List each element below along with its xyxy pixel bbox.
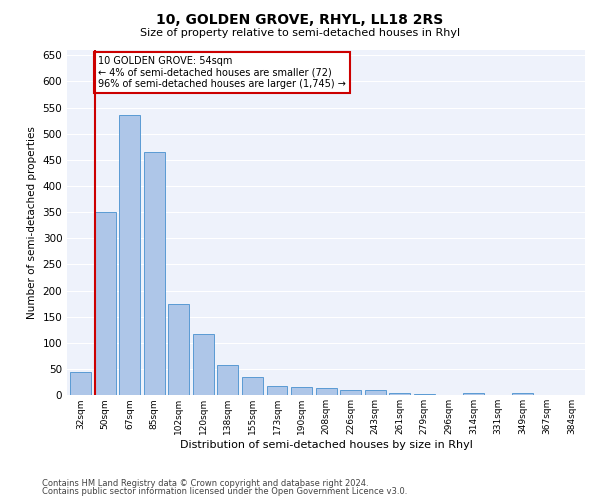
Bar (119, 116, 140, 396)
Bar (242, 377, 263, 396)
Bar (144, 152, 165, 396)
Bar (512, 392, 533, 396)
Bar (70, 372, 91, 396)
Bar (169, 304, 189, 396)
Bar (365, 390, 386, 396)
Bar (266, 386, 287, 396)
Y-axis label: Number of semi-detached properties: Number of semi-detached properties (27, 126, 37, 319)
Bar (340, 390, 361, 396)
Text: 10, GOLDEN GROVE, RHYL, LL18 2RS: 10, GOLDEN GROVE, RHYL, LL18 2RS (157, 12, 443, 26)
Text: Contains public sector information licensed under the Open Government Licence v3: Contains public sector information licen… (42, 487, 407, 496)
Bar (193, 334, 214, 396)
Bar (291, 388, 312, 396)
Bar (463, 392, 484, 396)
Bar (95, 212, 116, 396)
Bar (316, 388, 337, 396)
Text: Size of property relative to semi-detached houses in Rhyl: Size of property relative to semi-detach… (140, 28, 460, 38)
Text: 10 GOLDEN GROVE: 54sqm
← 4% of semi-detached houses are smaller (72)
96% of semi: 10 GOLDEN GROVE: 54sqm ← 4% of semi-deta… (98, 56, 346, 90)
X-axis label: Distribution of semi-detached houses by size in Rhyl: Distribution of semi-detached houses by … (179, 440, 473, 450)
Text: Contains HM Land Registry data © Crown copyright and database right 2024.: Contains HM Land Registry data © Crown c… (42, 478, 368, 488)
Bar (217, 366, 238, 396)
Bar (414, 394, 434, 396)
Bar (389, 392, 410, 396)
